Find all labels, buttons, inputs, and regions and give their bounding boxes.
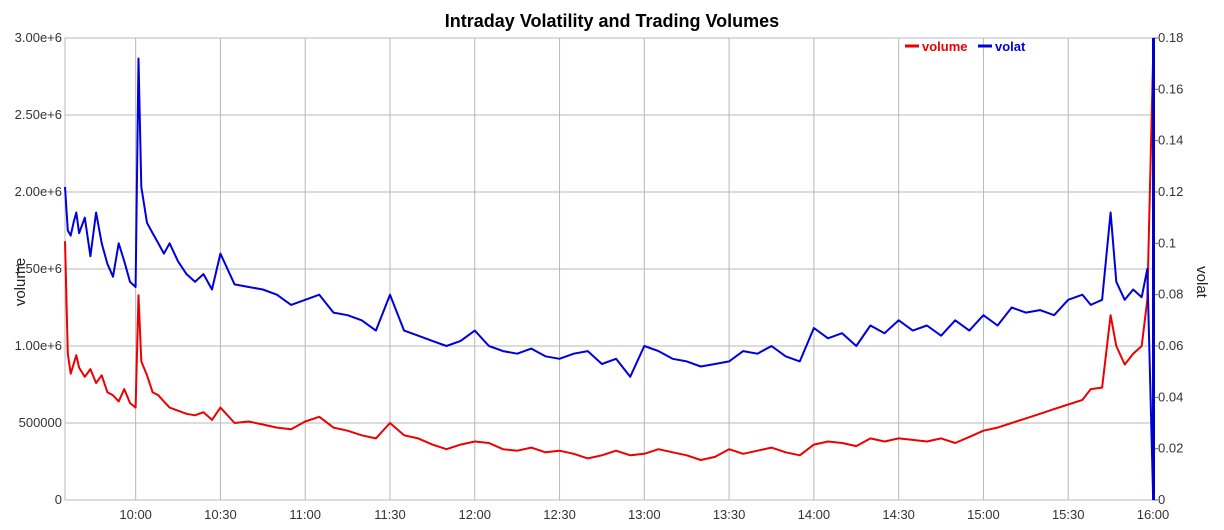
y-left-tick-label: 500000 — [19, 415, 62, 430]
x-tick-label: 12:30 — [543, 507, 576, 522]
y-right-tick-label: 0.18 — [1158, 30, 1183, 45]
y-right-tick-label: 0.16 — [1158, 81, 1183, 96]
y-axis-left-label: volume — [12, 258, 29, 306]
legend-label-volat: volat — [995, 39, 1026, 54]
x-tick-label: 13:30 — [713, 507, 746, 522]
series-line-volat — [64, 57, 1154, 493]
y-right-tick-label: 0.04 — [1158, 389, 1183, 404]
y-left-tick-label: 2.50e+6 — [15, 107, 62, 122]
x-tick-label: 12:00 — [458, 507, 491, 522]
legend-label-volume: volume — [922, 39, 968, 54]
y-right-tick-label: 0.06 — [1158, 338, 1183, 353]
x-axis: 10:00 10:30 11:00 11:30 12:00 12:30 13:00 13:30… — [119, 507, 1169, 522]
y-left-tick-label: 1.50e+6 — [15, 261, 62, 276]
series-line-volume — [64, 61, 1154, 461]
chart-title: Intraday Volatility and Trading Volumes — [445, 11, 779, 31]
x-tick-label: 13:00 — [628, 507, 661, 522]
x-tick-label: 10:30 — [204, 507, 237, 522]
y-axis-right-label: volat — [1193, 266, 1210, 299]
x-tick-label: 15:30 — [1052, 507, 1085, 522]
y-right-tick-label: 0.02 — [1158, 441, 1183, 456]
y-right-tick-label: 0.12 — [1158, 184, 1183, 199]
x-tick-label: 16:00 — [1137, 507, 1170, 522]
y-axis-left: 0 500000 1.00e+6 1.50e+6 2.00e+6 2.50e+6 3.00e… — [15, 30, 62, 507]
x-tick-label: 14:00 — [798, 507, 831, 522]
y-right-tick-label: 0 — [1158, 492, 1165, 507]
y-left-tick-label: 2.00e+6 — [15, 184, 62, 199]
y-axis-right: 0 0.02 0.04 0.06 0.08 0.1 0.12 0.14 0.16 0.18 — [1153, 30, 1183, 507]
legend: volume volat — [905, 39, 1026, 54]
x-tick-label: 11:00 — [289, 507, 321, 522]
y-left-tick-label: 1.00e+6 — [15, 338, 62, 353]
x-tick-label: 15:00 — [967, 507, 1000, 522]
y-left-tick-label: 0 — [55, 492, 62, 507]
x-tick-label: 11:30 — [374, 507, 406, 522]
y-left-tick-label: 3.00e+6 — [15, 30, 62, 45]
x-tick-label: 10:00 — [119, 507, 152, 522]
y-right-tick-label: 0.14 — [1158, 133, 1183, 148]
series-lines — [64, 57, 1154, 493]
y-axis-right-line — [1152, 38, 1155, 500]
x-tick-label: 14:30 — [882, 507, 915, 522]
y-right-tick-label: 0.08 — [1158, 287, 1183, 302]
y-right-tick-label: 0.1 — [1158, 235, 1176, 250]
